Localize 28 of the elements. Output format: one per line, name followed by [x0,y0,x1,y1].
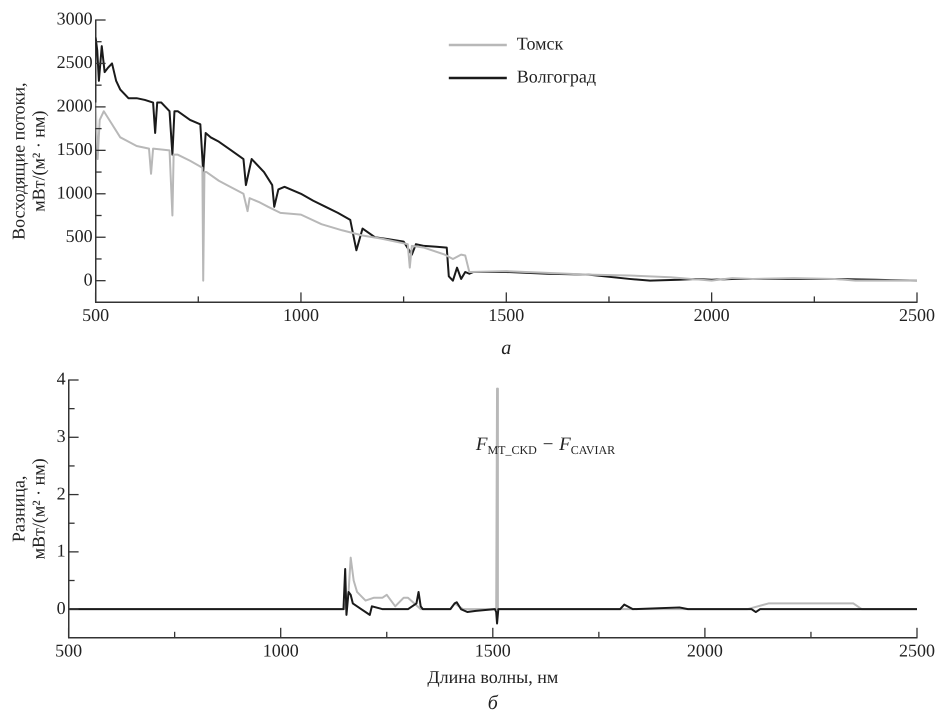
y-tick-label: 4 [56,368,66,389]
y-tick-label: 3 [56,426,66,446]
x-tick-label: 2500 [899,640,935,660]
text: а [501,337,512,359]
legend-label: Томск [516,34,564,54]
y-tick-label: 2500 [56,52,93,72]
x-tick-label: 1500 [488,304,524,325]
x-tick-label: 1000 [262,640,299,660]
x-tick-label: 2000 [694,304,730,325]
x-tick-label: 2000 [686,640,723,660]
y-tick-label: 0 [84,269,93,290]
x-axis-title: Длина волны, нм [427,666,558,687]
x-tick-label: 1500 [474,640,511,660]
text: б [488,692,499,714]
y-tick-label: 500 [66,226,93,246]
legend-label: Волгоград [516,66,596,87]
y-tick-label: 2 [56,483,66,504]
x-tick-label: 500 [82,304,110,325]
y-tick-label: 1500 [56,139,93,160]
y-tick-label: 2000 [56,96,93,116]
x-tick-label: 2500 [899,304,935,325]
y-tick-label: 0 [56,598,66,618]
y-tick-label: 1 [56,540,66,561]
y-axis-title: Восходящие потоки, мВт/(м² · нм) [8,82,48,240]
y-tick-label: 1000 [56,182,93,203]
y-tick-label: 3000 [56,8,93,29]
x-tick-label: 1000 [282,304,319,325]
y-axis-title: Разница, мВт/(м² · нм) [8,458,48,560]
